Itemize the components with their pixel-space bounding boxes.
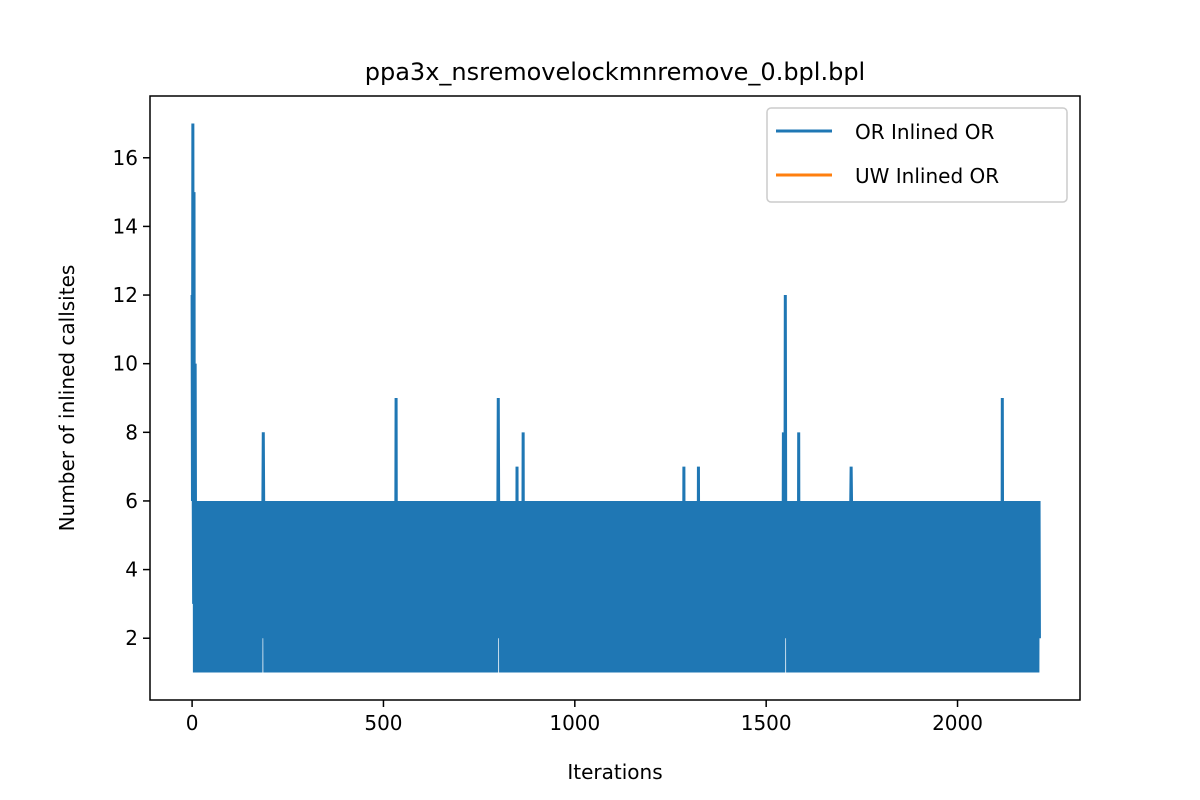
x-tick-label: 0 bbox=[186, 711, 199, 735]
legend-label-or-inlined-or: OR Inlined OR bbox=[855, 120, 994, 144]
x-tick-label: 2000 bbox=[932, 711, 983, 735]
legend: OR Inlined OR UW Inlined OR bbox=[766, 107, 1068, 203]
y-tick-label: 10 bbox=[113, 352, 138, 376]
plot-area bbox=[190, 123, 1041, 673]
y-tick-label: 12 bbox=[113, 283, 138, 307]
x-tick-label: 1000 bbox=[549, 711, 600, 735]
chart-title: ppa3x_nsremovelockmnremove_0.bpl.bpl bbox=[365, 58, 865, 86]
axes-frame bbox=[149, 95, 1081, 701]
y-tick-label: 8 bbox=[125, 420, 138, 444]
y-axis-label: Number of inlined callsites bbox=[55, 265, 79, 532]
y-tick-label: 4 bbox=[125, 558, 138, 582]
x-tick-label: 1500 bbox=[741, 711, 792, 735]
y-tick-label: 16 bbox=[113, 146, 138, 170]
legend-box bbox=[766, 107, 1068, 203]
y-tick-label: 2 bbox=[125, 626, 138, 650]
y-tick-label: 14 bbox=[113, 214, 138, 238]
y-tick-label: 6 bbox=[125, 489, 138, 513]
x-tick-label: 500 bbox=[364, 711, 402, 735]
x-axis: 0 500 1000 1500 2000 bbox=[186, 700, 983, 735]
x-axis-label: Iterations bbox=[567, 760, 662, 784]
y-axis: 2 4 6 8 10 12 14 16 bbox=[113, 146, 150, 650]
series-line-or-inlined-or bbox=[190, 123, 1041, 673]
legend-label-uw-inlined-or: UW Inlined OR bbox=[855, 164, 999, 188]
